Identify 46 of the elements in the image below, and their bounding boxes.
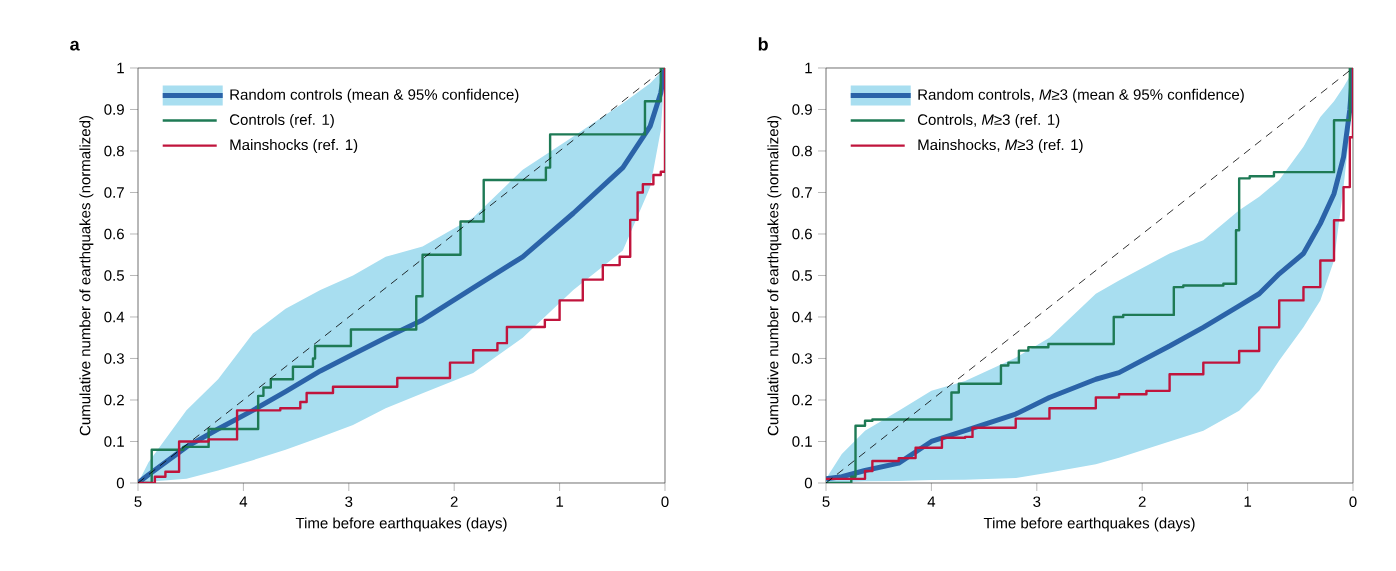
x-tick-label: 2 [1138,496,1146,507]
y-tick-label: 0 [804,477,813,489]
y-tick-label: 0.1 [792,436,812,447]
y-tick-label: 0.4 [792,311,813,323]
legend-label: Mainshocks (ref. 1) [230,139,358,154]
y-axis-title: Cumulative number of earthquakes (normalized) [767,115,782,436]
y-tick-label: 0.2 [792,394,812,406]
legend-label: Random controls (mean & 95% confidence) [230,88,519,103]
x-axis-title: Time before earthquakes (days) [983,517,1195,532]
y-tick-label: 1 [805,62,812,74]
x-tick-label: 1 [556,496,564,507]
x-tick-label: 0 [661,496,669,508]
x-tick-label: 4 [927,496,936,507]
y-tick-label: 0.2 [104,394,124,406]
y-tick-label: 0.6 [792,228,812,240]
x-tick-label: 5 [134,496,142,507]
y-tick-label: 0.4 [104,311,125,323]
x-tick-label: 4 [239,496,248,507]
y-tick-label: 0.5 [792,270,812,281]
x-tick-label: 3 [345,496,353,508]
x-tick-label: 5 [822,496,830,507]
x-tick-label: 3 [1033,496,1041,508]
y-tick-label: 0.5 [104,270,124,281]
legend-label: Mainshocks, M≥3 (ref. 1) [918,139,1083,154]
chart-title: b [758,37,768,51]
x-tick-label: 2 [450,496,458,507]
y-tick-label: 0.6 [104,228,124,240]
y-tick-label: 0.1 [104,436,124,447]
y-tick-label: 0.7 [104,187,124,198]
chart-title: a [70,40,80,51]
y-tick-label: 0.3 [104,353,124,364]
x-tick-label: 1 [1244,496,1252,507]
y-axis-title: Cumulative number of earthquakes (normalized) [79,115,94,436]
legend-label: Controls, M≥3 (ref. 1) [917,113,1060,128]
x-axis-title: Time before earthquakes (days) [295,517,507,532]
y-tick-label: 0.8 [104,145,124,157]
legend-label: Random controls, M≥3 (mean & 95% confidence) [918,88,1244,103]
x-tick-label: 0 [1349,496,1357,508]
y-tick-label: 1 [117,62,124,74]
y-tick-label: 0.7 [792,187,812,198]
y-tick-label: 0.8 [792,145,812,157]
y-tick-label: 0 [116,477,125,489]
legend-label: Controls (ref. 1) [229,113,334,128]
y-tick-label: 0.9 [792,104,812,115]
y-tick-label: 0.9 [104,104,124,115]
y-tick-label: 0.3 [792,353,812,364]
